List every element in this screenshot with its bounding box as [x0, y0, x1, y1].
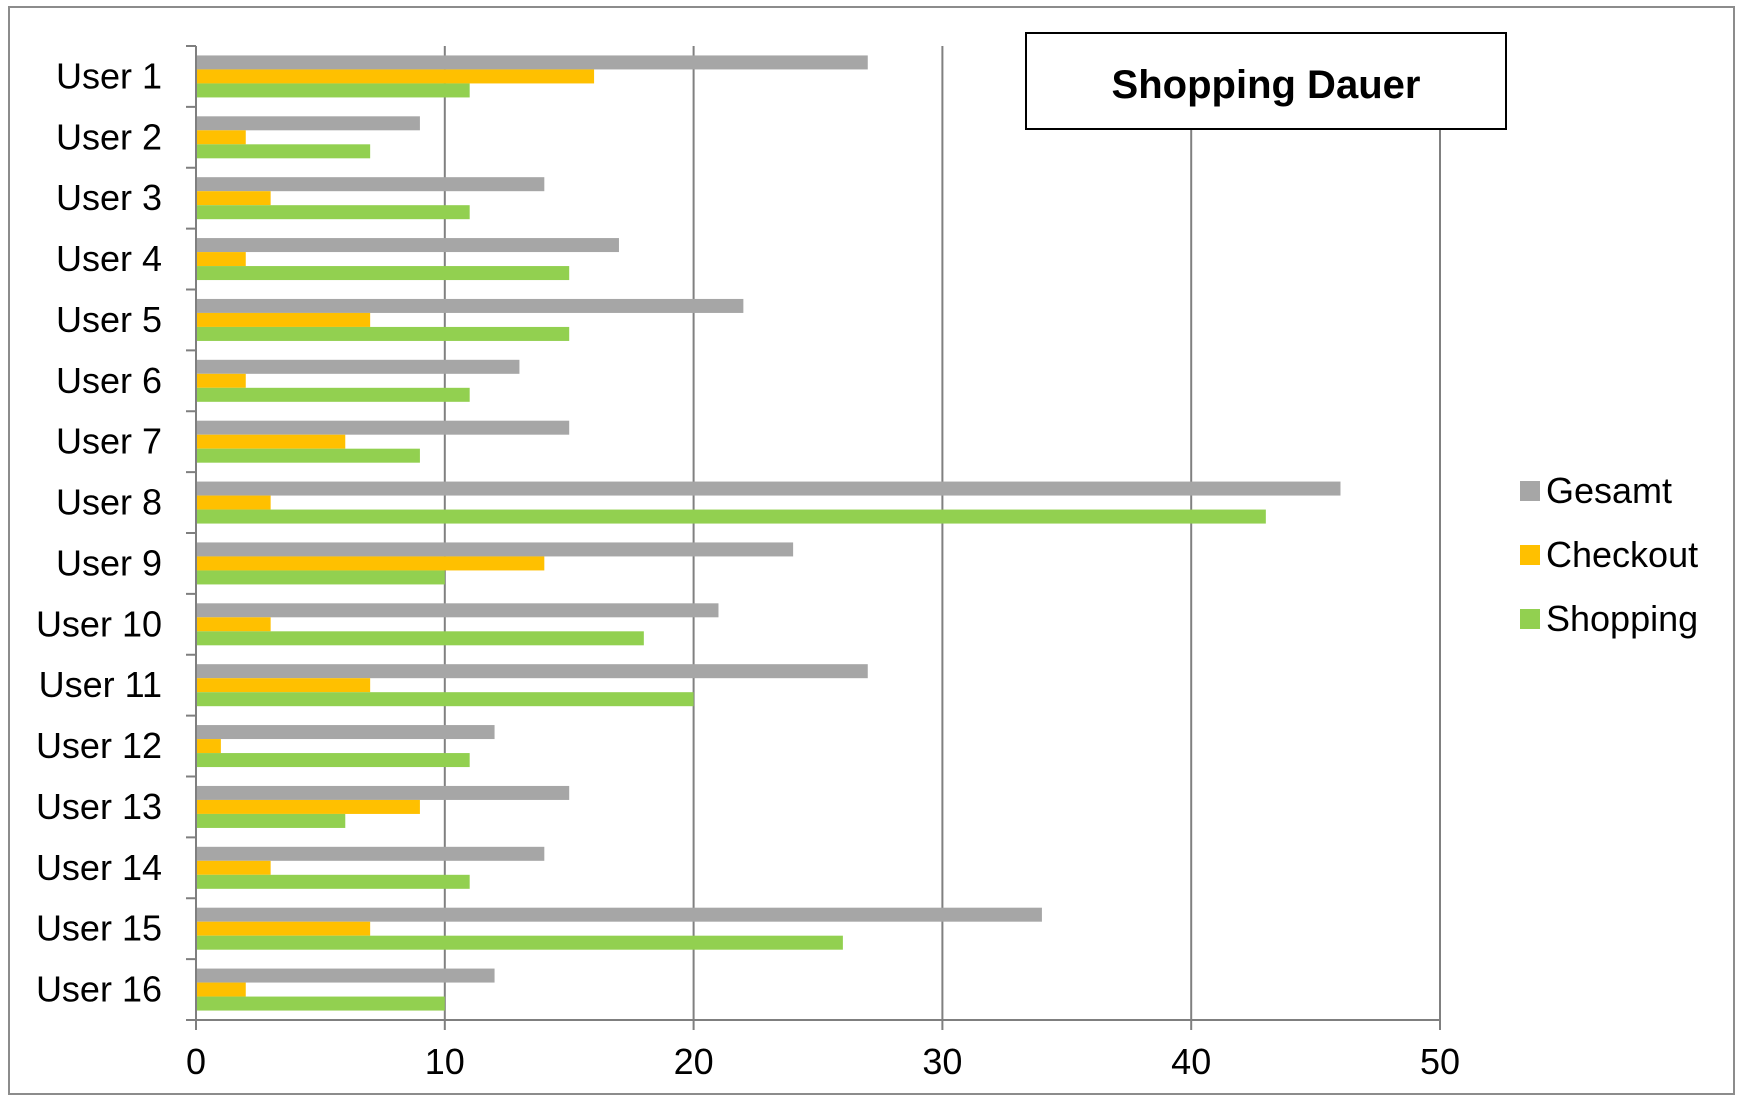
- category-label: User 1: [56, 55, 162, 96]
- x-tick-label: 30: [922, 1041, 962, 1082]
- legend-label-checkout: Checkout: [1546, 534, 1698, 575]
- bar-checkout-10: [196, 617, 271, 632]
- bar-gesamt-5: [196, 298, 744, 313]
- axes: [186, 45, 1441, 1030]
- category-label: User 8: [56, 482, 162, 523]
- bar-shopping-2: [196, 144, 371, 159]
- category-label: User 10: [36, 603, 162, 644]
- bar-gesamt-9: [196, 542, 794, 557]
- bar-checkout-14: [196, 860, 271, 875]
- bar-checkout-11: [196, 678, 371, 693]
- bar-checkout-13: [196, 799, 420, 814]
- bar-gesamt-8: [196, 481, 1341, 496]
- chart-frame: [8, 6, 1735, 1095]
- bar-shopping-4: [196, 266, 570, 281]
- bar-shopping-16: [196, 996, 445, 1011]
- bar-marks: [196, 55, 1341, 1011]
- bar-gesamt-13: [196, 785, 570, 800]
- bar-checkout-16: [196, 982, 246, 997]
- bar-checkout-1: [196, 69, 595, 84]
- legend-swatch-gesamt: [1520, 481, 1540, 501]
- legend-swatch-shopping: [1520, 609, 1540, 629]
- bar-shopping-5: [196, 326, 570, 341]
- legend-swatch-checkout: [1520, 545, 1540, 565]
- bar-shopping-7: [196, 448, 420, 463]
- bar-gesamt-16: [196, 968, 495, 983]
- x-tick-label: 50: [1420, 1041, 1460, 1082]
- x-tick-label: 10: [425, 1041, 465, 1082]
- legend: Gesamt Checkout Shopping: [1520, 470, 1698, 639]
- legend-label-gesamt: Gesamt: [1546, 470, 1672, 511]
- category-label: User 11: [39, 664, 162, 705]
- bar-checkout-7: [196, 434, 346, 449]
- category-label: User 16: [36, 969, 162, 1010]
- bar-gesamt-12: [196, 725, 495, 740]
- category-label: User 12: [36, 725, 162, 766]
- bar-shopping-12: [196, 753, 470, 768]
- bar-shopping-9: [196, 570, 445, 585]
- bar-gesamt-15: [196, 907, 1042, 922]
- chart-title: Shopping Dauer: [1112, 63, 1421, 107]
- category-label: User 2: [56, 116, 162, 157]
- category-label: User 3: [56, 177, 162, 218]
- bar-shopping-10: [196, 631, 644, 646]
- category-label: User 14: [36, 847, 162, 888]
- bar-checkout-12: [196, 739, 221, 754]
- x-tick-label: 40: [1171, 1041, 1211, 1082]
- bar-gesamt-1: [196, 55, 868, 70]
- bar-checkout-15: [196, 921, 371, 936]
- gridlines: [443, 46, 1441, 1020]
- bar-gesamt-10: [196, 603, 719, 618]
- bar-checkout-3: [196, 191, 271, 206]
- bar-checkout-5: [196, 312, 371, 327]
- bar-shopping-8: [196, 509, 1266, 524]
- bar-shopping-3: [196, 205, 470, 220]
- bar-shopping-11: [196, 692, 694, 707]
- bar-shopping-13: [196, 813, 346, 828]
- bar-gesamt-4: [196, 238, 619, 253]
- category-labels: User 1 User 2 User 3 User 4 User 5 User 6 User…: [36, 55, 162, 1009]
- bar-gesamt-14: [196, 846, 545, 861]
- category-label: User 13: [36, 786, 162, 827]
- x-tick-label: 20: [674, 1041, 714, 1082]
- bar-shopping-6: [196, 387, 470, 402]
- category-label: User 5: [56, 299, 162, 340]
- bar-checkout-2: [196, 130, 246, 145]
- bar-gesamt-2: [196, 116, 420, 131]
- x-tick-label: 0: [186, 1041, 206, 1082]
- bar-checkout-9: [196, 556, 545, 571]
- bar-gesamt-6: [196, 359, 520, 374]
- x-tick-labels: 0 10 20 30 40 50: [186, 1041, 1460, 1082]
- bar-checkout-4: [196, 252, 246, 267]
- bar-checkout-6: [196, 373, 246, 388]
- category-label: User 7: [56, 421, 162, 462]
- legend-label-shopping: Shopping: [1546, 598, 1698, 639]
- bar-gesamt-3: [196, 177, 545, 192]
- category-label: User 15: [36, 908, 162, 949]
- bar-gesamt-11: [196, 664, 868, 679]
- bar-shopping-14: [196, 874, 470, 889]
- bar-gesamt-7: [196, 420, 570, 435]
- bar-shopping-15: [196, 935, 843, 950]
- category-label: User 4: [56, 238, 162, 279]
- chart-title-box: Shopping Dauer: [1025, 32, 1507, 130]
- category-label: User 6: [56, 360, 162, 401]
- category-label: User 9: [56, 542, 162, 583]
- bar-shopping-1: [196, 83, 470, 98]
- bar-checkout-8: [196, 495, 271, 510]
